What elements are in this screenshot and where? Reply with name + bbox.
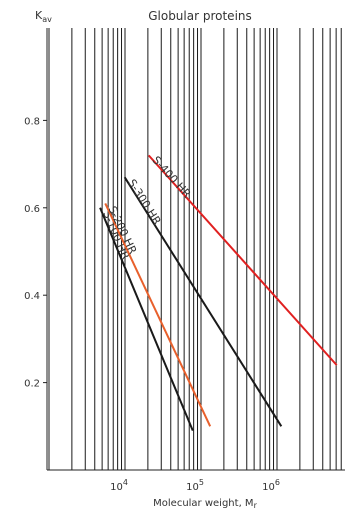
x-ticks: 104 105 106: [110, 478, 280, 493]
y-tick-label: 0.4: [24, 291, 40, 302]
x-tick-label: 104: [110, 478, 128, 493]
series-line: [99, 207, 194, 432]
x-tick-label: 105: [186, 478, 204, 493]
chart-title: Globular proteins: [148, 9, 252, 23]
series-line: [123, 176, 283, 427]
y-ticks: 0.2 0.4 0.6 0.8: [24, 116, 47, 390]
y-axis-label: Kav: [35, 9, 52, 24]
y-tick-label: 0.2: [24, 379, 40, 390]
series-line: [104, 203, 212, 427]
x-tick-label: 106: [262, 478, 280, 493]
x-axis-label: Molecular weight, Mr: [153, 498, 257, 510]
series-lines: S-100 HRS-200 HRS-300 HRS-400 HR: [99, 154, 338, 432]
y-tick-label: 0.8: [24, 116, 40, 127]
vertical-grid: [48, 28, 342, 470]
series-label: S-400 HR: [149, 154, 193, 201]
y-tick-label: 0.6: [24, 204, 40, 215]
series-line: [147, 154, 338, 366]
series-label: S-300 HR: [125, 177, 164, 228]
